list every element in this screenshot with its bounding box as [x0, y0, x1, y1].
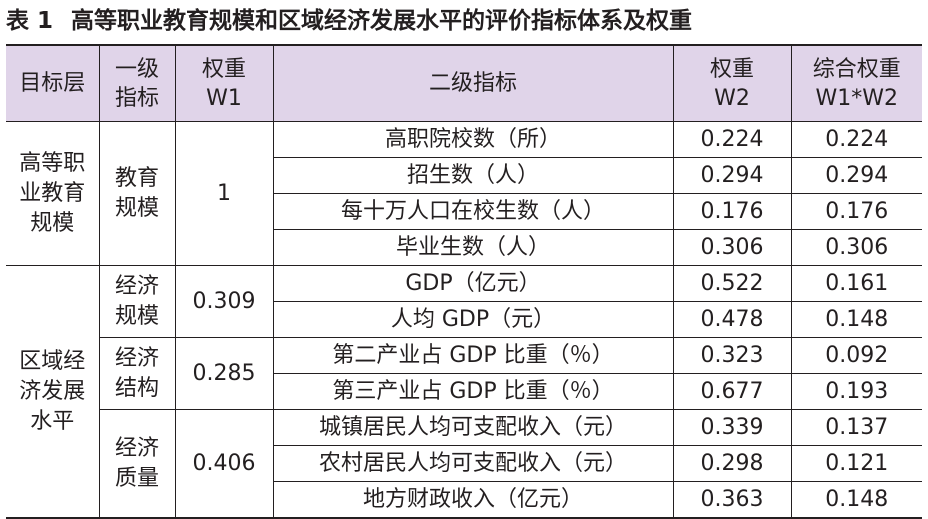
header-combined-weight: 综合权重 W1*W2: [790, 45, 922, 122]
w2-cell: 0.363: [672, 481, 791, 519]
indicator-cell: 农村居民人均可支配收入（元）: [272, 445, 673, 482]
indicator-cell: 城镇居民人均可支配收入（元）: [272, 409, 673, 446]
indicator-cell: GDP（亿元）: [272, 265, 673, 302]
table-row: 经济 结构 0.285 第二产业占 GDP 比重（％） 0.323 0.092: [6, 337, 922, 410]
indicator-cell: 第二产业占 GDP 比重（％）: [272, 337, 673, 374]
primary-indicator-cell: 经济 结构: [98, 337, 175, 410]
header-target-layer: 目标层: [6, 45, 99, 122]
header-weight-w2: 权重 W2: [672, 45, 791, 122]
combined-weight-cell: 0.121: [790, 445, 922, 482]
indicator-cell: 地方财政收入（亿元）: [272, 481, 673, 519]
w2-cell: 0.176: [672, 193, 791, 230]
w1-cell: 0.406: [174, 409, 273, 519]
header-primary-indicator: 一级 指标: [98, 45, 175, 122]
combined-weight-cell: 0.092: [790, 337, 922, 374]
indicator-cell: 每十万人口在校生数（人）: [272, 193, 673, 230]
w2-cell: 0.478: [672, 301, 791, 338]
indicator-cell: 毕业生数（人）: [272, 229, 673, 266]
primary-indicator-cell: 经济 规模: [98, 265, 175, 338]
w1-cell: 0.309: [174, 265, 273, 338]
combined-weight-cell: 0.148: [790, 481, 922, 519]
target-cell: 高等职 业教育 规模: [6, 121, 99, 266]
w2-cell: 0.323: [672, 337, 791, 374]
table-row: 每十万人口在校生数（人） 0.176 0.176: [6, 193, 922, 230]
table-row: 毕业生数（人） 0.306 0.306: [6, 229, 922, 266]
combined-weight-cell: 0.294: [790, 157, 922, 194]
primary-indicator-cell: 经济 质量: [98, 409, 175, 519]
target-cell: 区域经 济发展 水平: [6, 265, 99, 519]
combined-weight-cell: 0.176: [790, 193, 922, 230]
table-row: 人均 GDP（元） 0.478 0.148: [6, 301, 922, 338]
primary-indicator-cell: 教育 规模: [98, 121, 175, 266]
indicator-cell: 人均 GDP（元）: [272, 301, 673, 338]
w2-cell: 0.224: [672, 121, 791, 158]
header-row: 目标层 一级 指标 权重 W1 二级指标 权重 W2 综合权重 W1*W2: [6, 45, 922, 122]
combined-weight-cell: 0.161: [790, 265, 922, 302]
table-title: 高等职业教育规模和区域经济发展水平的评价指标体系及权重: [71, 8, 693, 34]
indicator-cell: 招生数（人）: [272, 157, 673, 194]
combined-weight-cell: 0.306: [790, 229, 922, 266]
combined-weight-cell: 0.148: [790, 301, 922, 338]
w2-cell: 0.339: [672, 409, 791, 446]
header-secondary-indicator: 二级指标: [272, 45, 673, 122]
table-caption: 表 1 高等职业教育规模和区域经济发展水平的评价指标体系及权重: [6, 2, 692, 40]
w2-cell: 0.294: [672, 157, 791, 194]
w2-cell: 0.677: [672, 373, 791, 410]
w2-cell: 0.306: [672, 229, 791, 266]
table-row: 招生数（人） 0.294 0.294: [6, 157, 922, 194]
table-row: 第三产业占 GDP 比重（％） 0.677 0.193: [6, 373, 922, 410]
indicator-cell: 高职院校数（所）: [272, 121, 673, 158]
combined-weight-cell: 0.137: [790, 409, 922, 446]
header-weight-w1: 权重 W1: [174, 45, 273, 122]
table-row: 高等职 业教育 规模 教育 规模 1 高职院校数（所） 0.224 0.224: [6, 121, 922, 266]
combined-weight-cell: 0.193: [790, 373, 922, 410]
combined-weight-cell: 0.224: [790, 121, 922, 158]
indicator-weight-table: 目标层 一级 指标 权重 W1 二级指标 权重 W2 综合权重 W1*W2 高等职 业教育…: [6, 44, 922, 519]
indicator-cell: 第三产业占 GDP 比重（％）: [272, 373, 673, 410]
table-row: 农村居民人均可支配收入（元） 0.298 0.121: [6, 445, 922, 482]
w1-cell: 0.285: [174, 337, 273, 410]
table-number: 表 1: [6, 8, 54, 34]
table-row: 经济 质量 0.406 城镇居民人均可支配收入（元） 0.339 0.137: [6, 409, 922, 519]
w2-cell: 0.522: [672, 265, 791, 302]
w2-cell: 0.298: [672, 445, 791, 482]
w1-cell: 1: [174, 121, 273, 266]
table-row: 区域经 济发展 水平 经济 规模 0.309 GDP（亿元） 0.522 0.161: [6, 265, 922, 519]
